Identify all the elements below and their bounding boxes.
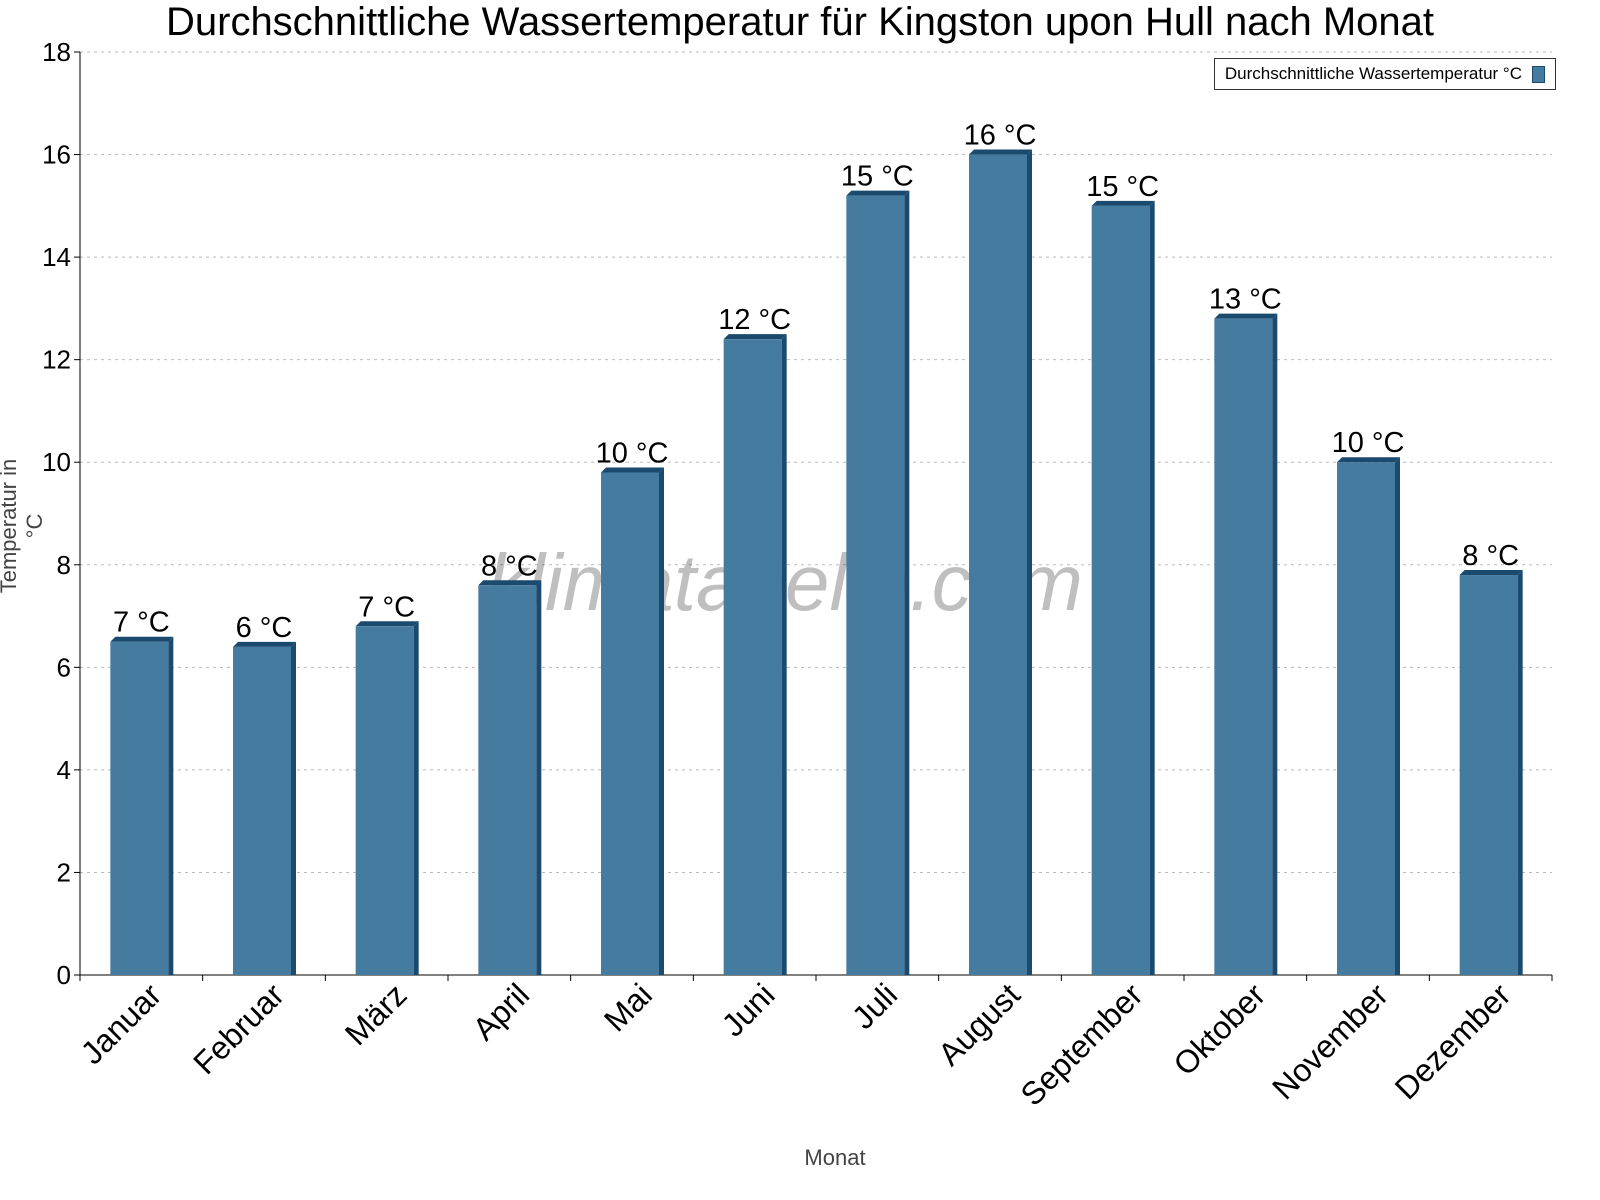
y-tick-label: 16 [42,140,71,170]
chart-title: Durchschnittliche Wassertemperatur für K… [165,0,1434,44]
data-label: 6 °C [236,612,293,644]
y-tick-label: 2 [57,857,71,887]
bar-side [1027,149,1032,976]
bar-side [413,621,419,975]
bar [969,154,1027,976]
data-label: 7 °C [358,591,415,623]
bar-top [1091,200,1155,206]
bar [110,641,169,975]
y-tick-label: 4 [57,755,71,785]
x-tick-label: Dezember [1388,976,1518,1106]
bar [233,646,291,975]
y-tick-label: 6 [57,652,71,682]
bar-top [969,149,1032,155]
y-tick-label: 12 [42,345,71,375]
bar-side [1517,570,1523,975]
legend: Durchschnittliche Wassertemperatur °C [1213,58,1556,90]
bar [355,626,414,975]
bar-top [846,190,910,196]
bar [723,339,782,976]
y-axis-label: Temperatur in °C [0,458,47,594]
data-label: 8 °C [1462,540,1519,572]
bar [1459,575,1518,975]
y-tick-label: 10 [42,447,71,477]
bar-side [291,641,296,975]
data-label: 8 °C [481,550,538,582]
bar-top [1459,570,1523,576]
bar-top [355,621,419,627]
bar-top [723,334,787,340]
bar-side [904,190,910,976]
data-label: 15 °C [1086,171,1159,203]
data-label: 13 °C [1209,284,1282,316]
x-tick-label: Januar [74,976,169,1071]
bar-top [233,641,296,647]
bar-side [168,636,174,975]
bar-side [1395,457,1400,975]
data-label: 12 °C [718,304,791,336]
x-tick-label: April [466,976,537,1047]
x-tick-label: Mai [597,976,659,1038]
y-tick-label: 14 [42,242,71,272]
x-tick-label: Februar [186,976,291,1081]
x-tick-label: Juni [715,976,782,1043]
bar [846,195,905,976]
data-label: 15 °C [841,161,914,193]
bar-top [110,636,174,642]
bar-side [1149,200,1155,976]
bar-side [536,580,542,975]
x-tick-label: September [1013,976,1149,1112]
bar-side [781,334,787,976]
bar-top [1337,457,1400,463]
bar-side [1272,313,1278,976]
bar [1091,205,1150,976]
bar [478,585,537,975]
data-label: 10 °C [596,437,669,469]
x-tick-label: August [931,976,1027,1072]
bar [1214,318,1273,976]
bar-side [659,467,664,975]
bar-top [1214,313,1278,319]
data-label: 10 °C [1332,427,1405,459]
legend-label: Durchschnittliche Wassertemperatur °C [1224,64,1522,83]
x-tick-label: März [338,976,414,1052]
y-tick-label: 8 [57,550,71,580]
bar-top [478,580,542,586]
data-label: 7 °C [113,607,170,639]
y-tick-label: 0 [57,960,71,990]
bar [601,472,659,975]
x-axis-label: Monat [804,1145,866,1170]
x-tick-label: Oktober [1166,976,1272,1082]
bar [1337,462,1395,975]
x-tick-label: Juli [845,976,904,1035]
x-tick-label: November [1265,976,1395,1106]
data-label: 16 °C [964,120,1037,152]
legend-swatch [1532,65,1545,83]
y-tick-label: 18 [42,37,71,67]
bar-top [601,467,664,473]
